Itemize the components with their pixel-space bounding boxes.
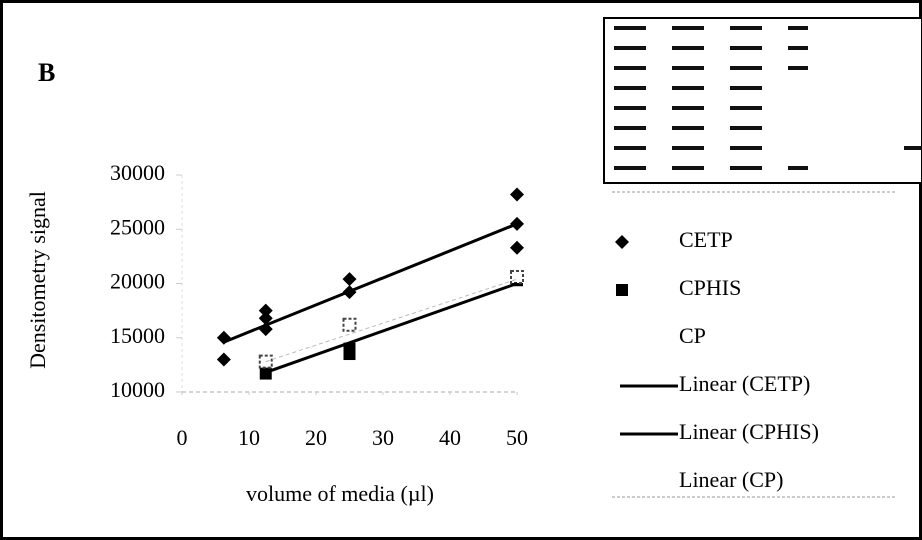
gel-band (672, 86, 704, 90)
data-point (258, 311, 273, 326)
legend-symbol (616, 284, 628, 296)
x-tick-label: 40 (439, 425, 461, 450)
data-point (258, 303, 273, 318)
trend-line (265, 278, 518, 363)
legend-symbol (616, 332, 628, 344)
x-tick-label: 0 (177, 425, 188, 450)
gel-band (672, 146, 704, 150)
gel-band (904, 146, 922, 150)
data-point (216, 330, 231, 345)
x-tick-label: 20 (305, 425, 327, 450)
trend-line (223, 222, 518, 344)
data-point (510, 187, 524, 202)
legend-label: Linear (CP) (679, 467, 783, 492)
gel-band (614, 66, 646, 70)
gel-band (788, 26, 808, 30)
gel-band (614, 26, 646, 30)
gel-band (614, 86, 646, 90)
gel-band (730, 86, 762, 90)
gel-band (730, 66, 762, 70)
gel-band (672, 26, 704, 30)
x-tick-label: 30 (372, 425, 394, 450)
gel-image (603, 17, 922, 184)
trend-line (265, 282, 518, 374)
gel-band (730, 166, 762, 170)
y-tick-label: 15000 (110, 323, 165, 348)
gel-band (730, 146, 762, 150)
legend-label: CPHIS (679, 275, 741, 300)
gel-band (614, 46, 646, 50)
gel-band (614, 146, 646, 150)
gel-band (730, 126, 762, 130)
legend-label: Linear (CPHIS) (679, 419, 819, 444)
y-tick-label: 20000 (110, 269, 165, 294)
gel-band (788, 66, 808, 70)
legend-label: CP (679, 323, 706, 348)
x-axis-label: volume of media (µl) (246, 481, 434, 506)
data-point (342, 317, 357, 332)
y-axis-label: Densitometry signal (25, 191, 50, 369)
gel-band (614, 126, 646, 130)
data-point (510, 240, 524, 255)
gel-band (788, 166, 808, 170)
x-tick-label: 10 (238, 425, 260, 450)
data-point (342, 272, 357, 287)
gel-band (672, 66, 704, 70)
gel-band (788, 46, 808, 50)
gel-band (730, 46, 762, 50)
gel-band (672, 106, 704, 110)
gel-band (614, 106, 646, 110)
panel-label: B (38, 58, 55, 87)
data-point (216, 352, 231, 367)
data-point (510, 269, 524, 284)
y-tick-label: 30000 (110, 160, 165, 185)
gel-band (672, 46, 704, 50)
gel-band (672, 166, 704, 170)
x-tick-label: 50 (506, 425, 528, 450)
y-tick-label: 10000 (110, 377, 165, 402)
legend-symbol (615, 235, 629, 249)
gel-band (672, 126, 704, 130)
gel-band (730, 26, 762, 30)
data-point (343, 342, 356, 355)
y-tick-label: 25000 (110, 214, 165, 239)
legend-label: Linear (CETP) (679, 371, 810, 396)
data-point (259, 367, 272, 380)
gel-band (614, 166, 646, 170)
gel-band (730, 106, 762, 110)
legend-label: CETP (679, 227, 733, 252)
